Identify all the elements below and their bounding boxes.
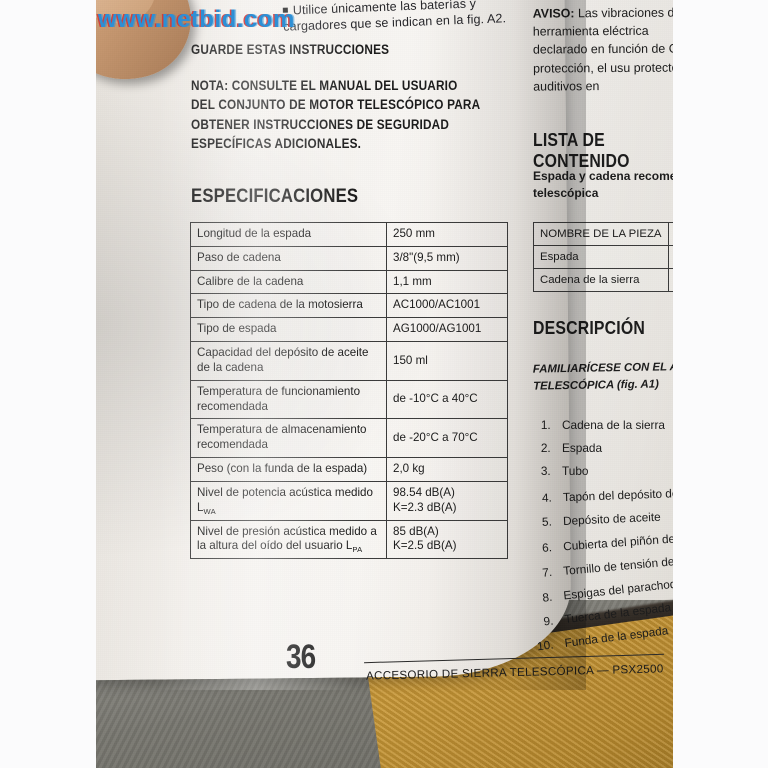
table-row: Peso (con la funda de la espada) 2,0 kg [190, 457, 508, 482]
spec-value: 2,0 kg [386, 457, 508, 482]
spec-value: de -20°C a 70°C [386, 418, 508, 459]
table-row: NOMBRE DE LA PIEZA N [533, 222, 673, 246]
spec-value-tolerance: K=2.3 dB(A) [393, 500, 457, 514]
part-code: AG [667, 245, 673, 269]
spec-label-text: Nivel de presión acústica medido a la al… [197, 524, 377, 553]
spec-value: de -10°C a 40°C [386, 379, 508, 420]
table-row: Cadena de la sierra AC [533, 268, 673, 292]
spec-value-primary: 98.54 dB(A) [393, 485, 455, 499]
list-item: Espada [554, 437, 673, 460]
spec-label: Temperatura de funcionamiento recomendad… [190, 379, 387, 420]
spec-label: Calibre de la cadena [190, 269, 387, 295]
table-row: Tipo de espada AG1000/AG1001 [190, 317, 508, 343]
spec-value-primary: 85 dB(A) [393, 524, 439, 538]
parts-table-header: NOMBRE DE LA PIEZA [533, 222, 669, 246]
part-name: Cadena de la sierra [533, 268, 669, 292]
spec-value: 150 ml [386, 341, 508, 381]
list-item: Tubo [554, 460, 673, 483]
spec-label: Tipo de espada [190, 317, 387, 343]
spec-label: Capacidad del depósito de aceite de la c… [190, 341, 387, 381]
table-row: Capacidad del depósito de aceite de la c… [190, 341, 508, 381]
table-row: Espada AG [533, 245, 673, 269]
spec-value: AC1000/AC1001 [386, 293, 508, 319]
top-bullet-note: Utilice únicamente las baterías y cargad… [282, 0, 507, 34]
note-paragraph: NOTA: CONSULTE EL MANUAL DEL USUARIO DEL… [191, 78, 480, 151]
parts-table-header-code: N [667, 222, 673, 246]
page-number: 36 [286, 638, 316, 676]
table-row: Calibre de la cadena 1,1 mm [190, 269, 508, 295]
manual-photograph: Utilice únicamente las baterías y cargad… [96, 0, 673, 768]
familiarize-text: FAMILIARÍCESE CON EL ACCESO TELESCÓPICA … [532, 360, 673, 393]
spec-label: Temperatura de almacenamiento recomendad… [190, 418, 387, 459]
part-code: AC [667, 268, 673, 292]
table-row: Temperatura de almacenamiento recomendad… [190, 418, 508, 459]
list-item: Cadena de la sierra [554, 414, 673, 437]
spec-value-tolerance: K=2.5 dB(A) [393, 539, 457, 553]
netbid-watermark: www.netbid.com [98, 6, 295, 33]
spec-value: 1,1 mm [386, 269, 508, 295]
spec-label-subscript: WA [203, 506, 217, 516]
table-row: Paso de cadena 3/8"(9,5 mm) [190, 245, 508, 271]
contents-list-subtitle: Espada y cadena recomen telescópica [533, 169, 673, 200]
footer-divider [364, 653, 664, 664]
table-row: Nivel de potencia acústica medido LWA 98… [190, 480, 508, 521]
spec-label-text: Nivel de potencia acústica medido L [197, 485, 373, 514]
table-row: Longitud de la espada 250 mm [190, 222, 508, 247]
table-row: Temperatura de funcionamiento recomendad… [190, 379, 508, 420]
spec-value: 250 mm [386, 222, 508, 247]
save-instructions-heading: GUARDE ESTAS INSTRUCCIONES [191, 42, 390, 57]
part-name: Espada [533, 245, 669, 269]
parts-table: NOMBRE DE LA PIEZA N Espada AG Cadena de… [533, 222, 673, 292]
numbered-parts-list: Cadena de la sierra Espada Tubo Tapón de… [526, 414, 673, 650]
spec-label: Longitud de la espada [190, 222, 387, 247]
spec-label: Nivel de presión acústica medido a la al… [190, 519, 387, 560]
spec-value: 3/8"(9,5 mm) [386, 245, 508, 271]
contents-list-heading: LISTA DE CONTENIDO [533, 130, 630, 171]
spec-value: AG1000/AG1001 [386, 317, 508, 343]
specifications-heading: ESPECIFICACIONES [191, 186, 359, 207]
page-content: Utilice únicamente las baterías y cargad… [96, 0, 673, 768]
spec-label: Peso (con la funda de la espada) [190, 457, 387, 482]
spec-value: 98.54 dB(A) K=2.3 dB(A) [386, 480, 508, 521]
description-heading: DESCRIPCIÓN [533, 318, 645, 338]
spec-value: 85 dB(A) K=2.5 dB(A) [386, 519, 508, 560]
spec-label-subscript: PA [352, 545, 363, 555]
spec-label: Nivel de potencia acústica medido LWA [190, 480, 387, 521]
specifications-table: Longitud de la espada 250 mm Paso de cad… [190, 222, 508, 560]
aviso-label: AVISO: [532, 6, 575, 21]
spec-label: Tipo de cadena de la motosierra [190, 293, 387, 319]
table-row: Tipo de cadena de la motosierra AC1000/A… [190, 293, 508, 319]
table-row: Nivel de presión acústica medido a la al… [190, 519, 508, 560]
spec-label: Paso de cadena [190, 245, 387, 271]
footer-text: ACCESORIO DE SIERRA TELESCÓPICA — PSX250… [365, 662, 664, 683]
aviso-paragraph: AVISO: Las vibraciones de la herramienta… [533, 3, 673, 95]
